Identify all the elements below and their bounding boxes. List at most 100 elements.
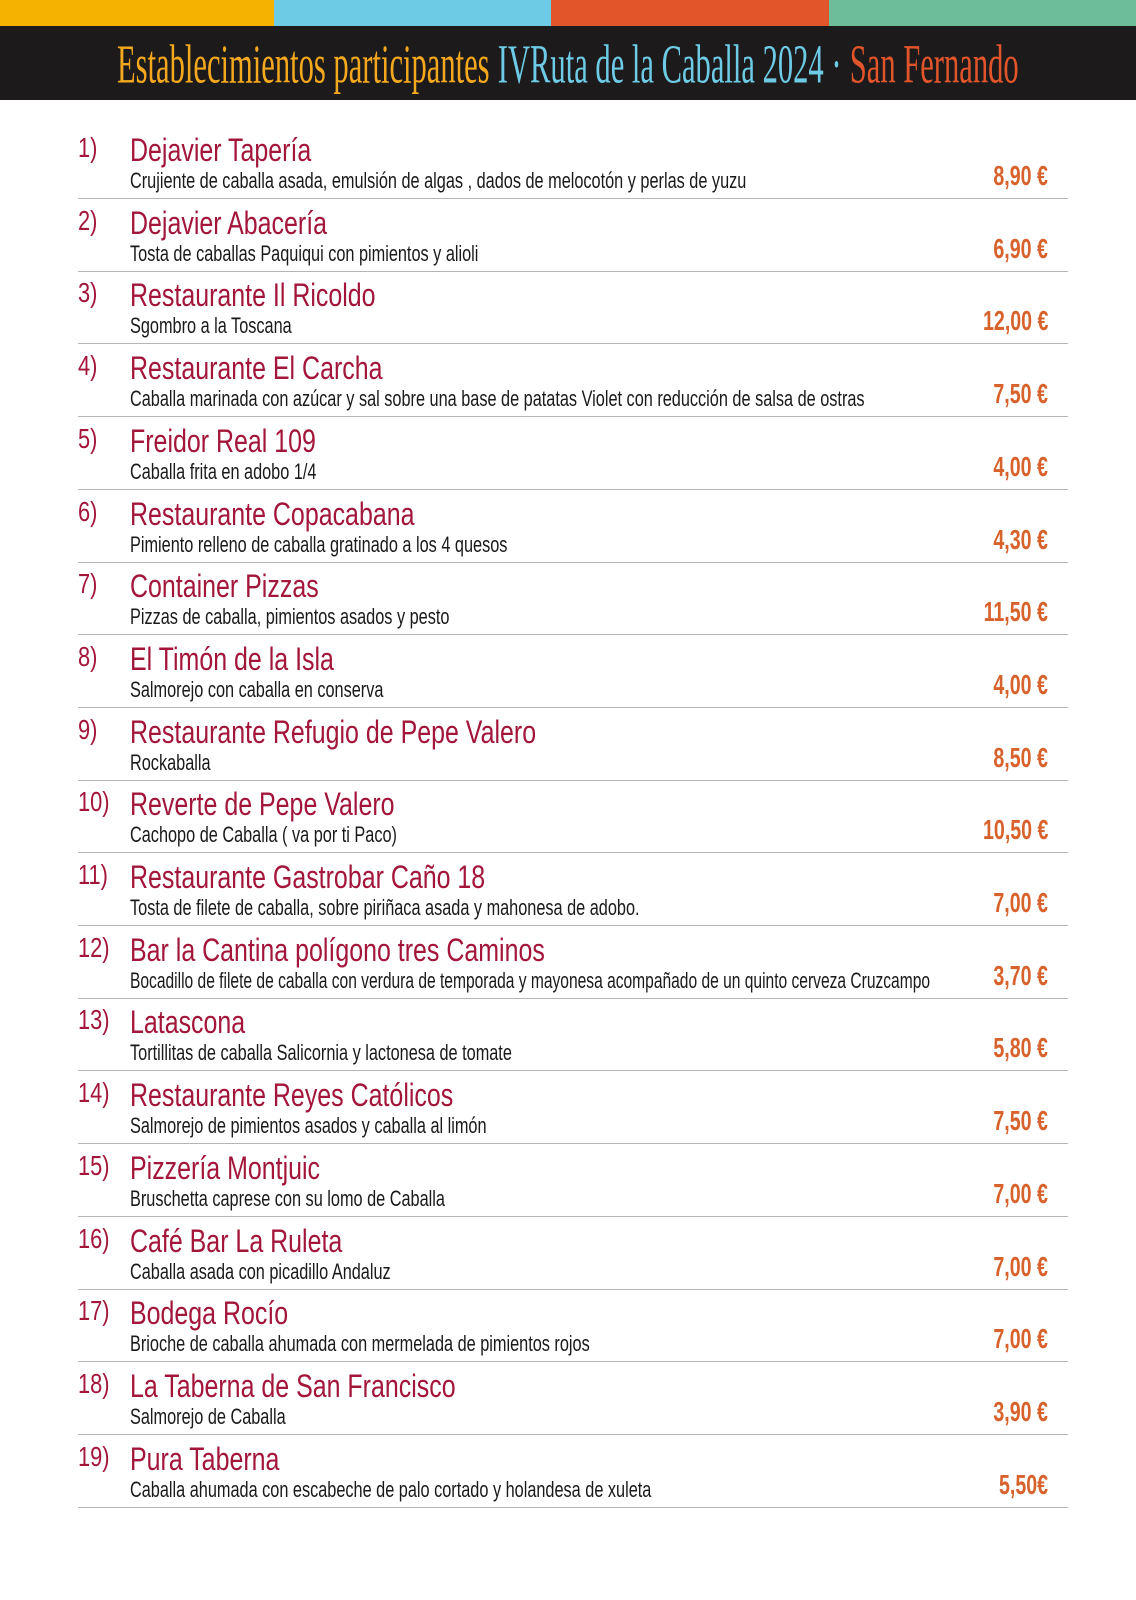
dish-description: Brioche de caballa ahumada con mermelada… bbox=[130, 1331, 590, 1357]
price: 4,00 € bbox=[993, 668, 1048, 700]
menu-row: 5) Freidor Real 109 Caballa frita en adobo… bbox=[78, 417, 1068, 490]
dish-description: Salmorejo de pimientos asados y caballa … bbox=[130, 1113, 487, 1139]
dish-description: Salmorejo de Caballa bbox=[130, 1403, 286, 1429]
price: 7,50 € bbox=[993, 1105, 1048, 1137]
restaurant-name: Latascona bbox=[130, 1004, 246, 1041]
restaurant-name: El Timón de la Isla bbox=[130, 640, 334, 677]
menu-row: 17) Bodega Rocío Brioche de caballa ahumad… bbox=[78, 1289, 1068, 1363]
item-number: 4) bbox=[78, 350, 98, 382]
restaurant-name: Pizzería Montjuic bbox=[130, 1149, 321, 1186]
menu-row: 9) Restaurante Refugio de Pepe Valero Rock… bbox=[78, 708, 1068, 781]
dish-description: Tosta de caballas Paquiqui con pimientos… bbox=[130, 240, 479, 266]
item-number: 19) bbox=[78, 1440, 110, 1472]
restaurant-name: Freidor Real 109 bbox=[130, 422, 316, 459]
menu-row: 4) Restaurante El Carcha Caballa marinada … bbox=[78, 344, 1068, 418]
item-number: 17) bbox=[78, 1295, 110, 1327]
dish-description: Tortillitas de caballa Salicornia y lact… bbox=[130, 1040, 512, 1066]
restaurant-name: Container Pizzas bbox=[130, 568, 319, 605]
restaurant-name: Restaurante Copacabana bbox=[130, 495, 415, 532]
title-part: IVRuta de la Caballa 2024 · bbox=[497, 35, 842, 95]
restaurant-name: Bar la Cantina polígono tres Caminos bbox=[130, 931, 545, 968]
price: 6,90 € bbox=[993, 232, 1048, 264]
price: 12,00 € bbox=[982, 305, 1048, 337]
dish-description: Pimiento relleno de caballa gratinado a … bbox=[130, 531, 508, 557]
menu-row: 3) Restaurante Il Ricoldo Sgombro a la Tos… bbox=[78, 271, 1068, 345]
color-bar bbox=[274, 0, 551, 26]
title-part: Establecimientos participantes bbox=[117, 35, 490, 95]
restaurant-name: Bodega Rocío bbox=[130, 1295, 289, 1332]
price: 7,00 € bbox=[993, 1177, 1048, 1209]
price: 7,00 € bbox=[993, 1323, 1048, 1355]
item-number: 1) bbox=[78, 132, 98, 163]
dish-description: Salmorejo con caballa en conserva bbox=[130, 676, 384, 702]
dish-description: Crujiente de caballa asada, emulsión de … bbox=[130, 168, 747, 193]
item-number: 7) bbox=[78, 568, 98, 600]
item-number: 15) bbox=[78, 1149, 110, 1181]
dish-description: Bocadillo de filete de caballa con verdu… bbox=[130, 967, 931, 993]
title-band bbox=[0, 26, 1136, 100]
restaurant-name: Café Bar La Ruleta bbox=[130, 1222, 343, 1259]
color-bar bbox=[0, 0, 274, 26]
menu-row: 13) Latascona Tortillitas de caballa Salic… bbox=[78, 998, 1068, 1072]
dish-description: Tosta de filete de caballa, sobre piriña… bbox=[130, 895, 640, 920]
price: 7,00 € bbox=[993, 1250, 1048, 1282]
item-number: 12) bbox=[78, 931, 110, 963]
price: 3,70 € bbox=[993, 959, 1048, 991]
dish-description: Bruschetta caprese con su lomo de Caball… bbox=[130, 1185, 445, 1211]
title-part: San Fernando bbox=[849, 35, 1019, 95]
restaurant-name: Dejavier Abacería bbox=[130, 204, 328, 241]
dish-description: Caballa frita en adobo 1/4 bbox=[130, 458, 317, 484]
item-number: 9) bbox=[78, 713, 98, 745]
menu-row: 19) Pura Taberna Caballa ahumada con escab… bbox=[78, 1435, 1068, 1508]
price: 11,50 € bbox=[983, 596, 1048, 628]
restaurant-name: Pura Taberna bbox=[130, 1440, 280, 1477]
item-number: 14) bbox=[78, 1077, 110, 1109]
dish-description: Sgombro a la Toscana bbox=[130, 313, 292, 339]
dish-description: Caballa marinada con azúcar y sal sobre … bbox=[130, 386, 865, 412]
price: 8,50 € bbox=[993, 741, 1048, 773]
price: 7,00 € bbox=[993, 887, 1048, 918]
price: 5,50€ bbox=[998, 1468, 1048, 1500]
restaurant-name: Reverte de Pepe Valero bbox=[130, 786, 395, 823]
menu-row: 10) Reverte de Pepe Valero Cachopo de Caba… bbox=[78, 780, 1068, 854]
price: 3,90 € bbox=[993, 1395, 1048, 1427]
menu-row: 6) Restaurante Copacabana Pimiento relleno… bbox=[78, 490, 1068, 563]
item-number: 18) bbox=[78, 1367, 110, 1399]
price: 8,90 € bbox=[993, 160, 1048, 191]
menu-row: 7) Container Pizzas Pizzas de caballa, pim… bbox=[78, 562, 1068, 636]
price: 4,30 € bbox=[993, 523, 1048, 555]
restaurant-name: Restaurante El Carcha bbox=[130, 350, 383, 387]
restaurant-name: Dejavier Tapería bbox=[130, 132, 312, 168]
dish-description: Pizzas de caballa, pimientos asados y pe… bbox=[130, 604, 450, 630]
menu-row: 8) El Timón de la Isla Salmorejo con cabal… bbox=[78, 635, 1068, 708]
price: 4,00 € bbox=[993, 450, 1048, 482]
dish-description: Rockaballa bbox=[130, 749, 211, 775]
menu-row: 14) Restaurante Reyes Católicos Salmorejo … bbox=[78, 1071, 1068, 1145]
item-number: 16) bbox=[78, 1222, 110, 1254]
item-number: 11) bbox=[78, 859, 108, 890]
menu-row: 1) Dejavier Tapería Crujiente de caballa a… bbox=[78, 126, 1068, 199]
dish-description: Caballa asada con picadillo Andaluz bbox=[130, 1258, 391, 1284]
menu-row: 12) Bar la Cantina polígono tres Caminos B… bbox=[78, 926, 1068, 999]
dish-description: Cachopo de Caballa ( va por ti Paco) bbox=[130, 822, 397, 848]
restaurant-name: Restaurante Il Ricoldo bbox=[130, 277, 376, 314]
menu-row: 2) Dejavier Abacería Tosta de caballas Paq… bbox=[78, 199, 1068, 272]
dish-description: Caballa ahumada con escabeche de palo co… bbox=[130, 1476, 652, 1502]
title: Establecimientos participantes IVRuta de … bbox=[0, 26, 1136, 100]
color-bar bbox=[829, 0, 1136, 26]
restaurant-name: Restaurante Refugio de Pepe Valero bbox=[130, 713, 537, 750]
menu-row: 15) Pizzería Montjuic Bruschetta caprese c… bbox=[78, 1144, 1068, 1217]
restaurant-name: Restaurante Reyes Católicos bbox=[130, 1077, 454, 1114]
color-bar bbox=[551, 0, 829, 26]
price: 10,50 € bbox=[982, 814, 1048, 846]
price: 7,50 € bbox=[993, 378, 1048, 410]
title-text: Establecimientos participantes IVRuta de … bbox=[117, 34, 1019, 96]
price: 5,80 € bbox=[993, 1032, 1048, 1064]
item-number: 2) bbox=[78, 204, 98, 236]
item-number: 10) bbox=[78, 786, 110, 818]
item-number: 13) bbox=[78, 1004, 110, 1036]
restaurant-name: Restaurante Gastrobar Caño 18 bbox=[130, 859, 486, 895]
item-number: 5) bbox=[78, 422, 98, 454]
item-number: 6) bbox=[78, 495, 98, 527]
